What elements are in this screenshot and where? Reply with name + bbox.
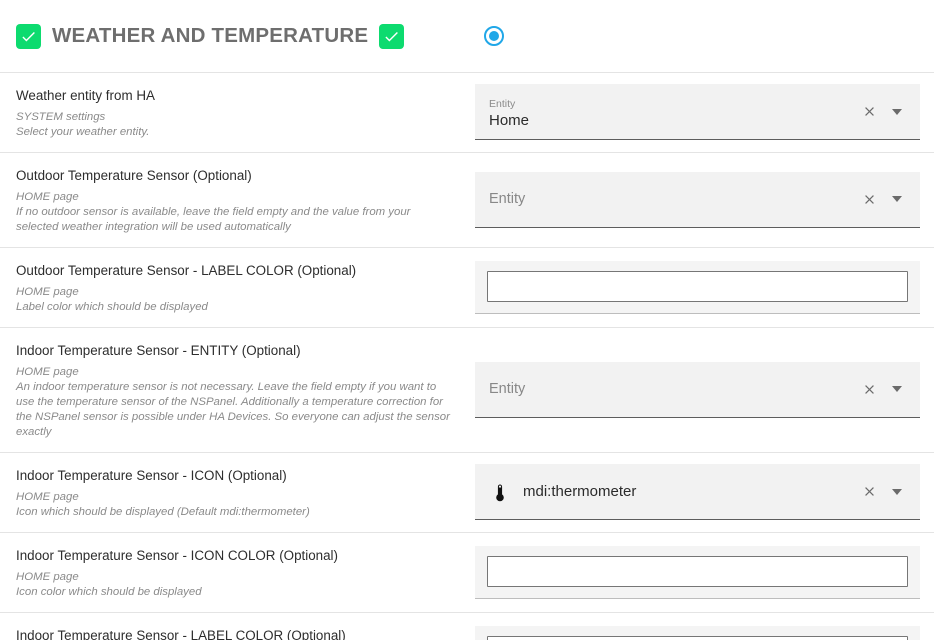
setting-description: HOME page Icon which should be displayed… xyxy=(16,490,452,520)
description-text: Icon color which should be displayed xyxy=(16,585,202,598)
section-enable-checkbox-left[interactable] xyxy=(16,23,41,49)
close-icon[interactable] xyxy=(860,190,878,208)
indoor-icon-color-input[interactable] xyxy=(487,555,908,587)
page-tag: HOME page xyxy=(16,285,79,298)
select-text-stack: Entity Home xyxy=(489,84,529,139)
entity-select-indoor-temp[interactable]: Entity xyxy=(475,361,920,418)
settings-rows: Weather entity from HA SYSTEM settings S… xyxy=(0,73,934,640)
row-label-column: Indoor Temperature Sensor - ICON COLOR (… xyxy=(0,533,470,612)
setting-label: Indoor Temperature Sensor - ICON (Option… xyxy=(16,467,287,483)
description-text: Select your weather entity. xyxy=(16,126,150,139)
chevron-down-icon[interactable] xyxy=(888,380,906,398)
chevron-down-icon[interactable] xyxy=(888,103,906,121)
setting-description: HOME page If no outdoor sensor is availa… xyxy=(16,190,452,235)
description-text: Label color which should be displayed xyxy=(16,300,208,313)
setting-label: Indoor Temperature Sensor - LABEL COLOR … xyxy=(16,627,346,640)
row-control-column: Entity xyxy=(470,328,934,452)
select-placeholder: Entity xyxy=(489,191,526,208)
select-value-area: Entity xyxy=(489,172,860,227)
row-label-column: Indoor Temperature Sensor - ENTITY (Opti… xyxy=(0,328,470,452)
setting-row-indoor-entity: Indoor Temperature Sensor - ENTITY (Opti… xyxy=(0,327,934,453)
row-label-column: Outdoor Temperature Sensor - LABEL COLOR… xyxy=(0,248,470,327)
description-text: If no outdoor sensor is available, leave… xyxy=(16,206,411,233)
select-actions xyxy=(860,483,912,501)
select-value: Home xyxy=(489,112,530,130)
select-value-area: Entity Home xyxy=(489,84,860,139)
float-label: Entity xyxy=(489,97,516,110)
color-field-wrapper xyxy=(475,545,920,599)
color-field-wrapper xyxy=(475,260,920,314)
page-tag: HOME page xyxy=(16,191,79,204)
select-placeholder: Entity xyxy=(489,381,526,398)
row-control-column: Entity xyxy=(470,153,934,247)
setting-row-indoor-icon: Indoor Temperature Sensor - ICON (Option… xyxy=(0,452,934,533)
setting-description: HOME page Label color which should be di… xyxy=(16,285,452,315)
page-tag: HOME page xyxy=(16,365,79,378)
close-icon[interactable] xyxy=(860,380,878,398)
setting-row-outdoor-label-color: Outdoor Temperature Sensor - LABEL COLOR… xyxy=(0,247,934,328)
description-text: An indoor temperature sensor is not nece… xyxy=(16,380,450,438)
row-label-column: Weather entity from HA SYSTEM settings S… xyxy=(0,73,470,152)
entity-select-weather[interactable]: Entity Home xyxy=(475,84,920,141)
description-text: Icon which should be displayed (Default … xyxy=(16,505,310,518)
chevron-down-icon[interactable] xyxy=(888,190,906,208)
section-enable-checkbox-right[interactable] xyxy=(379,23,405,49)
select-value-area: Entity xyxy=(489,362,860,417)
row-control-column: mdi:thermometer xyxy=(470,453,934,532)
select-value: mdi:thermometer xyxy=(523,482,637,500)
outdoor-label-color-input[interactable] xyxy=(487,270,908,302)
row-control-column: Entity Home xyxy=(470,73,934,152)
row-label-column: Outdoor Temperature Sensor (Optional) HO… xyxy=(0,153,470,247)
select-actions xyxy=(860,190,912,208)
setting-description: SYSTEM settings Select your weather enti… xyxy=(16,110,452,140)
entity-select-outdoor-temp[interactable]: Entity xyxy=(475,171,920,228)
select-actions xyxy=(860,380,912,398)
page-tag: HOME page xyxy=(16,490,79,503)
radio-inner-dot xyxy=(489,31,499,41)
indoor-label-color-input[interactable] xyxy=(487,635,908,640)
setting-row-indoor-label-color: Indoor Temperature Sensor - LABEL COLOR … xyxy=(0,612,934,640)
radio-outer-ring xyxy=(484,26,504,46)
section-radio-button[interactable] xyxy=(484,26,506,48)
close-icon[interactable] xyxy=(860,103,878,121)
chevron-down-icon[interactable] xyxy=(888,483,906,501)
setting-description: HOME page Icon color which should be dis… xyxy=(16,570,452,600)
close-icon[interactable] xyxy=(860,483,878,501)
setting-label: Outdoor Temperature Sensor (Optional) xyxy=(16,167,252,183)
setting-label: Indoor Temperature Sensor - ICON COLOR (… xyxy=(16,547,338,563)
thermometer-icon xyxy=(489,481,511,503)
page-tag: HOME page xyxy=(16,570,79,583)
color-field-wrapper xyxy=(475,625,920,640)
check-icon xyxy=(22,31,35,41)
row-control-column xyxy=(470,248,934,327)
row-control-column xyxy=(470,613,934,640)
row-control-column xyxy=(470,533,934,612)
setting-label: Weather entity from HA xyxy=(16,88,155,103)
check-icon xyxy=(385,31,399,41)
setting-row-outdoor-temp-sensor: Outdoor Temperature Sensor (Optional) HO… xyxy=(0,152,934,248)
row-label-column: Indoor Temperature Sensor - LABEL COLOR … xyxy=(0,613,470,640)
setting-label: Indoor Temperature Sensor - ENTITY (Opti… xyxy=(16,342,301,358)
page-tag: SYSTEM settings xyxy=(16,111,106,124)
select-value-area: mdi:thermometer xyxy=(523,464,860,519)
section-header: WEATHER AND TEMPERATURE xyxy=(0,0,934,73)
setting-row-weather-entity: Weather entity from HA SYSTEM settings S… xyxy=(0,73,934,153)
setting-row-indoor-icon-color: Indoor Temperature Sensor - ICON COLOR (… xyxy=(0,532,934,613)
row-label-column: Indoor Temperature Sensor - ICON (Option… xyxy=(0,453,470,532)
setting-label: Outdoor Temperature Sensor - LABEL COLOR… xyxy=(16,262,357,278)
page-title: WEATHER AND TEMPERATURE xyxy=(52,24,369,47)
icon-select-indoor-temp[interactable]: mdi:thermometer xyxy=(475,464,920,521)
select-actions xyxy=(860,103,912,121)
setting-description: HOME page An indoor temperature sensor i… xyxy=(16,365,452,440)
